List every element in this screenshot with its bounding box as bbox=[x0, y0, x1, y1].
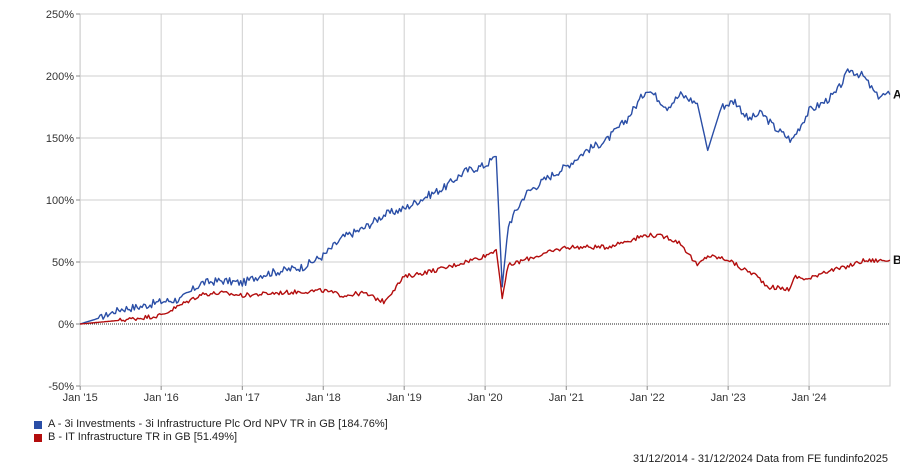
x-tick-label: Jan '18 bbox=[306, 392, 341, 404]
y-tick-label: 250% bbox=[46, 9, 74, 21]
y-tick-label: 100% bbox=[46, 195, 74, 207]
series-end-label-b: B bbox=[893, 253, 900, 267]
series-line-b bbox=[79, 232, 891, 325]
series-end-label-a: A bbox=[893, 88, 900, 102]
legend-label-a: A - 3i Investments - 3i Infrastructure P… bbox=[48, 418, 388, 430]
x-tick-label: Jan '21 bbox=[549, 392, 584, 404]
end-labels: AB bbox=[893, 88, 900, 268]
y-tick-label: 200% bbox=[46, 71, 74, 83]
series-line-a bbox=[79, 68, 891, 325]
x-tick-label: Jan '20 bbox=[468, 392, 503, 404]
line-chart: 250% 200% 150% 100% 50% 0% -50% Jan '15 Jan '16… bbox=[46, 9, 900, 404]
grid-lines bbox=[79, 13, 891, 387]
x-axis-ticks: Jan '15 Jan '16 Jan '17 Jan '18 Jan '19 Jan '… bbox=[63, 386, 827, 404]
y-axis-ticks: 250% 200% 150% 100% 50% 0% -50% bbox=[46, 9, 80, 393]
x-tick-label: Jan '24 bbox=[791, 392, 826, 404]
legend: A - 3i Investments - 3i Infrastructure P… bbox=[34, 418, 388, 444]
y-tick-label: -50% bbox=[48, 381, 74, 393]
x-tick-label: Jan '23 bbox=[711, 392, 746, 404]
x-tick-label: Jan '22 bbox=[630, 392, 665, 404]
legend-item-a: A - 3i Investments - 3i Infrastructure P… bbox=[34, 418, 388, 431]
y-tick-label: 0% bbox=[58, 319, 74, 331]
x-tick-label: Jan '16 bbox=[144, 392, 179, 404]
series-lines bbox=[79, 68, 891, 325]
source-footer: 31/12/2014 - 31/12/2024 Data from FE fun… bbox=[632, 453, 888, 465]
y-tick-label: 50% bbox=[52, 257, 74, 269]
legend-item-b: B - IT Infrastructure TR in GB [51.49%] bbox=[34, 431, 388, 444]
y-tick-label: 150% bbox=[46, 133, 74, 145]
legend-swatch-b bbox=[34, 433, 42, 442]
x-tick-label: Jan '17 bbox=[225, 392, 260, 404]
legend-label-b: B - IT Infrastructure TR in GB [51.49%] bbox=[48, 431, 238, 443]
x-tick-label: Jan '15 bbox=[63, 392, 98, 404]
legend-swatch-a bbox=[34, 420, 42, 429]
x-tick-label: Jan '19 bbox=[387, 392, 422, 404]
